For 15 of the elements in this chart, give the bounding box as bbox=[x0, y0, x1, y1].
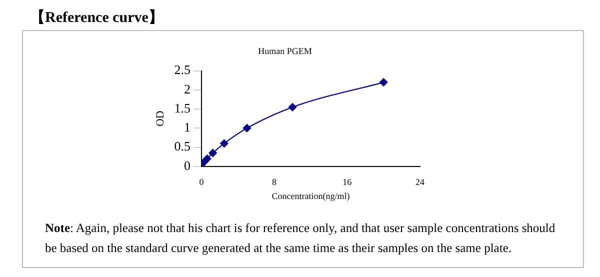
y-tick-label: 2 bbox=[184, 81, 190, 96]
chart-title: Human PGEM bbox=[258, 46, 312, 56]
y-tick-label: 2.5 bbox=[174, 62, 190, 78]
x-tick-label: 24 bbox=[416, 177, 425, 188]
y-tick-label: 0 bbox=[184, 158, 190, 173]
x-tick-label: 16 bbox=[342, 177, 352, 188]
text: 【Reference curve】 bbox=[30, 8, 164, 27]
y-tick-label: 0.5 bbox=[174, 138, 190, 154]
x-tick-label: 8 bbox=[272, 177, 278, 188]
y-axis-title: OD bbox=[154, 110, 166, 127]
y-tick-label: 1 bbox=[184, 120, 190, 135]
text: Note: Again, please not that his chart is for reference only, and that user sample concentrations should be based on the standard curve generated at the same time as their samples on the same plate. bbox=[45, 220, 556, 257]
x-axis-title: Concentration(ng/ml) bbox=[272, 190, 350, 201]
y-tick-label: 1.5 bbox=[174, 100, 190, 116]
x-tick-label: 0 bbox=[199, 177, 204, 188]
